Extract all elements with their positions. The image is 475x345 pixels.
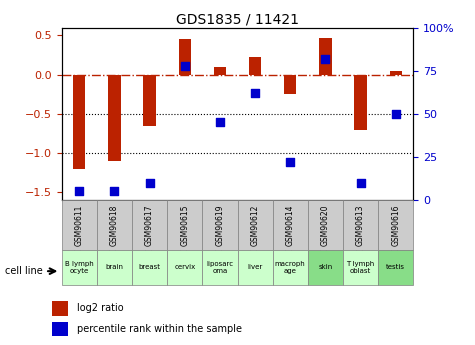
Text: GSM90619: GSM90619 — [216, 204, 224, 246]
Bar — [214, 67, 226, 75]
Text: macroph
age: macroph age — [275, 261, 305, 274]
Bar — [62, 200, 97, 250]
Bar — [52, 301, 68, 316]
Bar — [273, 200, 308, 250]
Text: cell line: cell line — [5, 266, 42, 276]
Point — [181, 63, 189, 68]
Bar — [390, 71, 402, 75]
Text: skin: skin — [318, 264, 332, 270]
Text: GSM90618: GSM90618 — [110, 205, 119, 246]
Text: testis: testis — [386, 264, 405, 270]
Point — [322, 56, 329, 61]
Bar — [132, 200, 167, 250]
Bar — [378, 250, 413, 285]
Point — [76, 189, 83, 194]
Bar — [319, 38, 332, 75]
Bar — [179, 39, 191, 75]
Point — [146, 180, 153, 186]
Bar — [308, 200, 343, 250]
Point — [111, 189, 118, 194]
Text: GSM90614: GSM90614 — [286, 204, 294, 246]
Point — [251, 90, 259, 96]
Text: liver: liver — [247, 264, 263, 270]
Bar — [343, 250, 378, 285]
Bar — [354, 75, 367, 129]
Text: GSM90617: GSM90617 — [145, 204, 154, 246]
Bar — [308, 250, 343, 285]
Text: liposarc
oma: liposarc oma — [206, 261, 234, 274]
Text: breast: breast — [139, 264, 161, 270]
Bar — [249, 57, 261, 75]
Text: log2 ratio: log2 ratio — [77, 303, 124, 313]
Bar — [202, 200, 238, 250]
Bar — [62, 250, 97, 285]
Text: T lymph
oblast: T lymph oblast — [346, 261, 375, 274]
Bar — [167, 250, 202, 285]
Bar — [97, 250, 132, 285]
Bar — [284, 75, 296, 94]
Text: GSM90615: GSM90615 — [180, 204, 189, 246]
Bar — [167, 200, 202, 250]
Bar — [343, 200, 378, 250]
Bar — [202, 250, 238, 285]
Text: GSM90611: GSM90611 — [75, 205, 84, 246]
Text: brain: brain — [105, 264, 124, 270]
Bar — [143, 75, 156, 126]
Point — [216, 120, 224, 125]
Bar — [73, 75, 86, 169]
Bar — [238, 200, 273, 250]
Point — [392, 111, 399, 117]
Bar — [273, 250, 308, 285]
Bar — [378, 200, 413, 250]
Text: GSM90620: GSM90620 — [321, 204, 330, 246]
Text: cervix: cervix — [174, 264, 195, 270]
Bar — [52, 322, 68, 336]
Bar — [132, 250, 167, 285]
Text: GSM90613: GSM90613 — [356, 204, 365, 246]
Text: GSM90616: GSM90616 — [391, 204, 400, 246]
Point — [357, 180, 364, 186]
Text: GSM90612: GSM90612 — [251, 205, 259, 246]
Bar — [97, 200, 132, 250]
Bar — [108, 75, 121, 161]
Point — [286, 159, 294, 165]
Title: GDS1835 / 11421: GDS1835 / 11421 — [176, 12, 299, 27]
Text: percentile rank within the sample: percentile rank within the sample — [77, 324, 242, 334]
Text: B lymph
ocyte: B lymph ocyte — [65, 261, 94, 274]
Bar — [238, 250, 273, 285]
